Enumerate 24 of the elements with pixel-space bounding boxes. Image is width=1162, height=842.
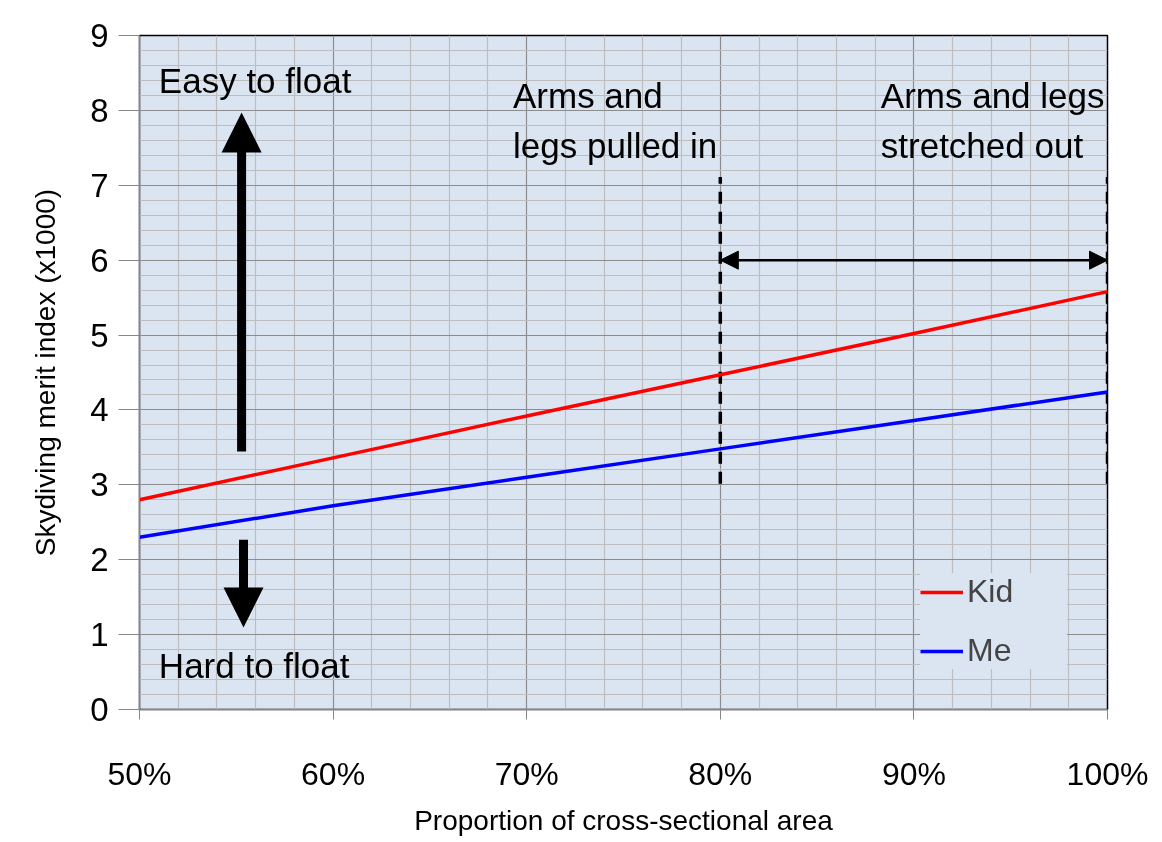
y-tick-label: 7 (90, 166, 109, 204)
x-tick-label: 80% (688, 755, 753, 792)
y-tick-label: 0 (90, 691, 109, 728)
y-tick-label: 9 (90, 17, 109, 54)
legend-label: Kid (967, 573, 1015, 610)
ref-line-label: Arms and legs pulled in (512, 75, 718, 165)
y-tick-label: 8 (90, 91, 109, 129)
y-axis-title: Skydiving merit index (x1000) (30, 188, 62, 557)
ref-line-label: Arms and legs stretched out (880, 75, 1105, 165)
y-tick-label: 4 (90, 391, 109, 429)
x-tick-label: 60% (301, 755, 366, 792)
x-tick-label: 100% (1066, 755, 1149, 792)
x-axis-title: Proportion of cross-sectional area (414, 804, 834, 836)
annotation: Hard to float (158, 646, 350, 686)
legend-label: Me (967, 632, 1013, 669)
y-tick-label: 6 (90, 241, 109, 279)
x-tick-label: 90% (881, 755, 946, 792)
x-tick-label: 70% (494, 755, 559, 792)
y-tick-label: 2 (90, 541, 109, 579)
annotation: Easy to float (158, 61, 352, 101)
x-tick-label: 50% (107, 755, 172, 792)
y-tick-label: 3 (90, 466, 109, 504)
y-tick-label: 5 (90, 316, 109, 354)
y-tick-label: 1 (90, 616, 109, 654)
